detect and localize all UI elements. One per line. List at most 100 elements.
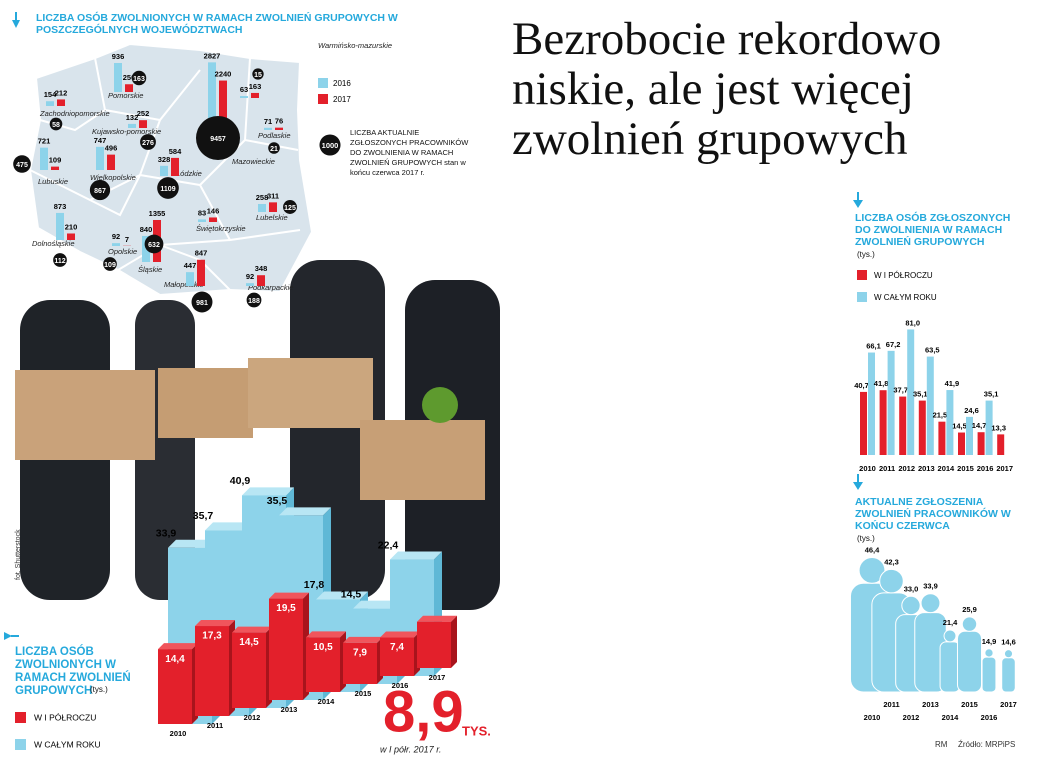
bar [251, 92, 259, 98]
value-label: 14,4 [165, 654, 185, 665]
source: Źródło: MRPiPS [958, 740, 1015, 749]
value-label: 7 [125, 235, 129, 244]
value-label: 163 [249, 82, 262, 91]
circle-label: 58 [52, 122, 60, 129]
value-label: 747 [94, 136, 107, 145]
bar [139, 120, 147, 128]
value-label: 14,5 [239, 637, 259, 648]
map-title: LICZBA OSÓB ZWOLNIONYCH W RAMACH ZWOLNIE… [36, 12, 398, 36]
value-label: 584 [169, 147, 182, 156]
person [1001, 649, 1016, 693]
x-tick-label: 2010 [170, 729, 187, 738]
circle-label: 867 [94, 188, 106, 195]
value-label: 33,9 [923, 582, 938, 591]
bar [112, 243, 120, 246]
value-label: 92 [246, 272, 254, 281]
region-name: Podlaskie [258, 131, 291, 140]
value-label: 873 [54, 202, 67, 211]
photo-box [15, 370, 155, 460]
bar-top [158, 643, 198, 650]
highlight-value: 8,9 [383, 679, 464, 744]
unit: (tys.) [857, 534, 875, 543]
person-part [943, 629, 957, 643]
person-part [1003, 649, 1014, 659]
bar-top [269, 592, 309, 599]
bar [158, 649, 192, 724]
value-label: 21,4 [943, 618, 958, 627]
legend-label: W CAŁYM ROKU [874, 293, 937, 302]
region-name: Dolnośląskie [32, 239, 75, 248]
highlight-unit: TYS. [462, 723, 491, 738]
bar-top [417, 615, 457, 622]
person-part [984, 648, 994, 658]
bar [186, 272, 194, 286]
circle-label: 9457 [210, 136, 226, 143]
value-label: 14,5 [952, 422, 967, 431]
photo-box [158, 368, 253, 438]
circle-label: 109 [104, 262, 116, 269]
x-tick-label: 2017 [1000, 700, 1017, 709]
arrow [4, 632, 19, 640]
value-label: 2827 [204, 51, 221, 60]
bar [240, 96, 248, 98]
bar [257, 275, 265, 286]
circle-legend-text: LICZBA AKTUALNIE ZGŁOSZONYCH PRACOWNIKÓW… [350, 128, 469, 177]
value-label: 66,1 [866, 342, 881, 351]
value-label: 14,9 [982, 637, 997, 646]
bar [258, 204, 266, 212]
circle-mark [140, 134, 156, 150]
person-part [939, 641, 961, 693]
bar [219, 80, 227, 150]
legend-swatch [318, 78, 328, 88]
bar [860, 391, 867, 455]
person-part [879, 568, 904, 594]
bar [197, 259, 205, 286]
legend-label: W I PÓŁROCZU [34, 712, 96, 722]
circle-mark [246, 292, 262, 308]
bar [209, 217, 217, 222]
bar [51, 166, 59, 170]
bar-top [195, 620, 235, 627]
x-tick-label: 2016 [977, 464, 994, 473]
value-label: 76 [275, 117, 283, 126]
value-label: 7,4 [390, 642, 404, 653]
bar [899, 396, 907, 455]
bar [198, 219, 206, 222]
bar [275, 127, 283, 130]
photo-credit: fot. Shutterstock [15, 529, 22, 580]
bar [125, 84, 133, 92]
region-name: Śląskie [138, 265, 162, 274]
circle-legend-label: 1000 [322, 141, 339, 150]
bar [208, 62, 216, 150]
circle-mark [191, 291, 213, 313]
value-label: 14,5 [341, 588, 362, 600]
region-name: Pomorskie [108, 91, 143, 100]
circle-mark [53, 253, 67, 267]
x-tick-label: 2010 [864, 713, 881, 722]
title: Bezrobocie rekordowo niskie, ale jest wi… [512, 14, 941, 164]
value-label: 250 [123, 73, 136, 82]
value-label: 81,0 [905, 318, 920, 327]
value-label: 348 [255, 264, 268, 273]
bar [96, 146, 104, 170]
person [956, 616, 983, 693]
circle-mark [157, 177, 179, 199]
circle-label: 125 [284, 205, 296, 212]
value-label: 7,9 [353, 648, 367, 659]
person [981, 648, 997, 693]
legend-label: 2016 [333, 79, 351, 88]
person-part [901, 595, 921, 616]
bar [269, 202, 277, 212]
bar-top [380, 631, 420, 638]
legend-label: W I PÓŁROCZU [874, 271, 933, 280]
bar [946, 390, 954, 455]
bar [868, 352, 875, 455]
value-label: 21,5 [933, 411, 948, 420]
bar [56, 212, 64, 240]
bar-top [242, 487, 294, 496]
circle-label: 112 [54, 258, 65, 265]
circle-label: 188 [248, 298, 260, 305]
circle-mark [283, 200, 297, 214]
x-tick-label: 2013 [281, 705, 298, 714]
title-line: Bezrobocie rekordowo [512, 13, 942, 65]
